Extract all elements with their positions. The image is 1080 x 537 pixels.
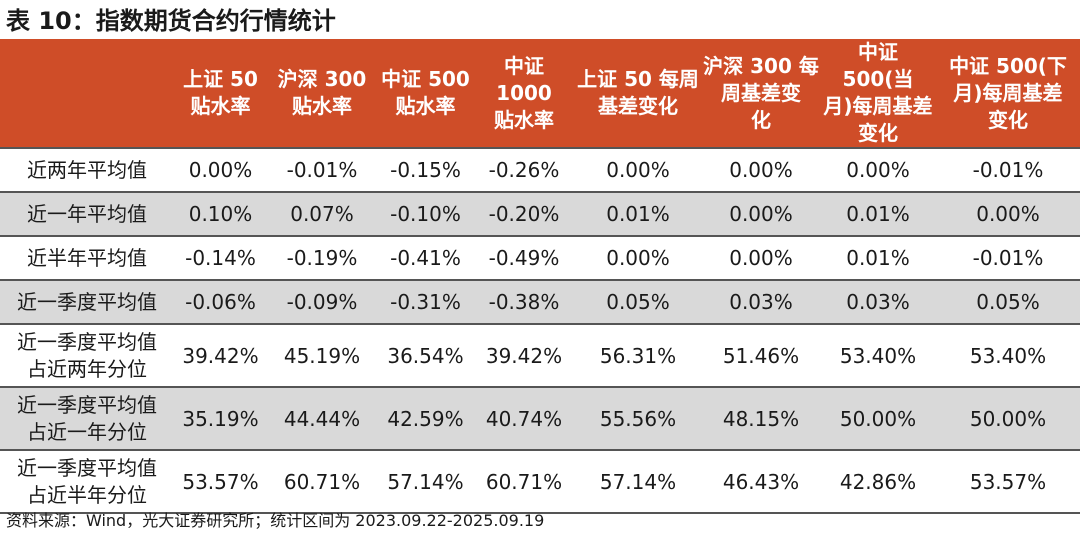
table-cell: -0.41%	[377, 236, 474, 281]
table-cell: 48.15%	[702, 387, 820, 451]
table-cell: 51.46%	[702, 324, 820, 388]
row-label: 近一季度平均值 占近两年分位	[0, 324, 174, 388]
source-note: 资料来源：Wind，光大证券研究所；统计区间为 2023.09.22-2025.…	[6, 511, 545, 530]
row-label: 近一年平均值	[0, 192, 174, 237]
header-cell-sz50-basis: 上证 50 每周 基差变化	[574, 39, 702, 149]
table-cell: 42.86%	[820, 450, 936, 514]
table-row: 近一季度平均值 占近半年分位 53.57% 60.71% 57.14% 60.7…	[0, 450, 1080, 514]
table-cell: 60.71%	[267, 450, 377, 514]
table-cell: 0.03%	[702, 280, 820, 325]
table-cell: 45.19%	[267, 324, 377, 388]
table-cell: -0.01%	[936, 148, 1080, 193]
table-cell: -0.31%	[377, 280, 474, 325]
table-cell: 57.14%	[377, 450, 474, 514]
table-cell: -0.01%	[936, 236, 1080, 281]
table-cell: 0.01%	[574, 192, 702, 237]
table-cell: 53.40%	[936, 324, 1080, 388]
row-label: 近半年平均值	[0, 236, 174, 281]
table-cell: 35.19%	[174, 387, 267, 451]
table-cell: -0.06%	[174, 280, 267, 325]
futures-stats-table: 上证 50 贴水率 沪深 300 贴水率 中证 500 贴水率 中证 1000 …	[0, 39, 1080, 514]
header-cell-zz1000-discount: 中证 1000 贴水率	[474, 39, 574, 149]
table-cell: 0.03%	[820, 280, 936, 325]
header-cell-sz50-discount: 上证 50 贴水率	[174, 39, 267, 149]
table-cell: 0.00%	[936, 192, 1080, 237]
table-cell: 36.54%	[377, 324, 474, 388]
table-cell: 0.07%	[267, 192, 377, 237]
table-cell: 0.01%	[820, 192, 936, 237]
table-cell: 42.59%	[377, 387, 474, 451]
header-cell-hs300-discount: 沪深 300 贴水率	[267, 39, 377, 149]
table-cell: 0.00%	[174, 148, 267, 193]
table-cell: 60.71%	[474, 450, 574, 514]
table-cell: 56.31%	[574, 324, 702, 388]
row-label: 近两年平均值	[0, 148, 174, 193]
table-cell: 0.00%	[574, 236, 702, 281]
row-label: 近一季度平均值 占近一年分位	[0, 387, 174, 451]
row-label: 近一季度平均值 占近半年分位	[0, 450, 174, 514]
table-cell: 50.00%	[820, 387, 936, 451]
table-cell: 0.05%	[936, 280, 1080, 325]
row-label: 近一季度平均值	[0, 280, 174, 325]
table-cell: -0.09%	[267, 280, 377, 325]
table-cell: -0.14%	[174, 236, 267, 281]
table-row: 近一年平均值 0.10% 0.07% -0.10% -0.20% 0.01% 0…	[0, 192, 1080, 237]
table-cell: 55.56%	[574, 387, 702, 451]
table-cell: 0.00%	[702, 148, 820, 193]
table-row: 近一季度平均值 占近两年分位 39.42% 45.19% 36.54% 39.4…	[0, 324, 1080, 388]
header-cell-zz500-next-basis: 中证 500(下 月)每周基差 变化	[936, 39, 1080, 149]
table-cell: -0.38%	[474, 280, 574, 325]
table-title: 表 10：指数期货合约行情统计	[6, 7, 336, 35]
header-row: 上证 50 贴水率 沪深 300 贴水率 中证 500 贴水率 中证 1000 …	[0, 39, 1080, 149]
table-row: 近两年平均值 0.00% -0.01% -0.15% -0.26% 0.00% …	[0, 148, 1080, 193]
table-cell: 50.00%	[936, 387, 1080, 451]
table-cell: -0.10%	[377, 192, 474, 237]
table-cell: 39.42%	[174, 324, 267, 388]
table-cell: 0.05%	[574, 280, 702, 325]
table-cell: -0.01%	[267, 148, 377, 193]
header-cell-blank	[0, 39, 174, 149]
table-cell: 0.00%	[574, 148, 702, 193]
table-row: 近一季度平均值 占近一年分位 35.19% 44.44% 42.59% 40.7…	[0, 387, 1080, 451]
table-cell: 53.57%	[936, 450, 1080, 514]
table-row: 近一季度平均值 -0.06% -0.09% -0.31% -0.38% 0.05…	[0, 280, 1080, 325]
table-cell: 44.44%	[267, 387, 377, 451]
header-cell-zz500-discount: 中证 500 贴水率	[377, 39, 474, 149]
table-cell: 39.42%	[474, 324, 574, 388]
table-cell: 46.43%	[702, 450, 820, 514]
table-row: 近半年平均值 -0.14% -0.19% -0.41% -0.49% 0.00%…	[0, 236, 1080, 281]
table-cell: 0.10%	[174, 192, 267, 237]
table-cell: -0.49%	[474, 236, 574, 281]
header-cell-hs300-basis: 沪深 300 每 周基差变 化	[702, 39, 820, 149]
header-cell-zz500-current-basis: 中证 500(当 月)每周基差 变化	[820, 39, 936, 149]
table-cell: 53.57%	[174, 450, 267, 514]
table-cell: 40.74%	[474, 387, 574, 451]
table-cell: 0.01%	[820, 236, 936, 281]
table-cell: 0.00%	[820, 148, 936, 193]
table-cell: 0.00%	[702, 192, 820, 237]
table-cell: -0.26%	[474, 148, 574, 193]
table-cell: -0.19%	[267, 236, 377, 281]
table-cell: -0.20%	[474, 192, 574, 237]
table-cell: -0.15%	[377, 148, 474, 193]
table-cell: 53.40%	[820, 324, 936, 388]
table-cell: 0.00%	[702, 236, 820, 281]
table-cell: 57.14%	[574, 450, 702, 514]
